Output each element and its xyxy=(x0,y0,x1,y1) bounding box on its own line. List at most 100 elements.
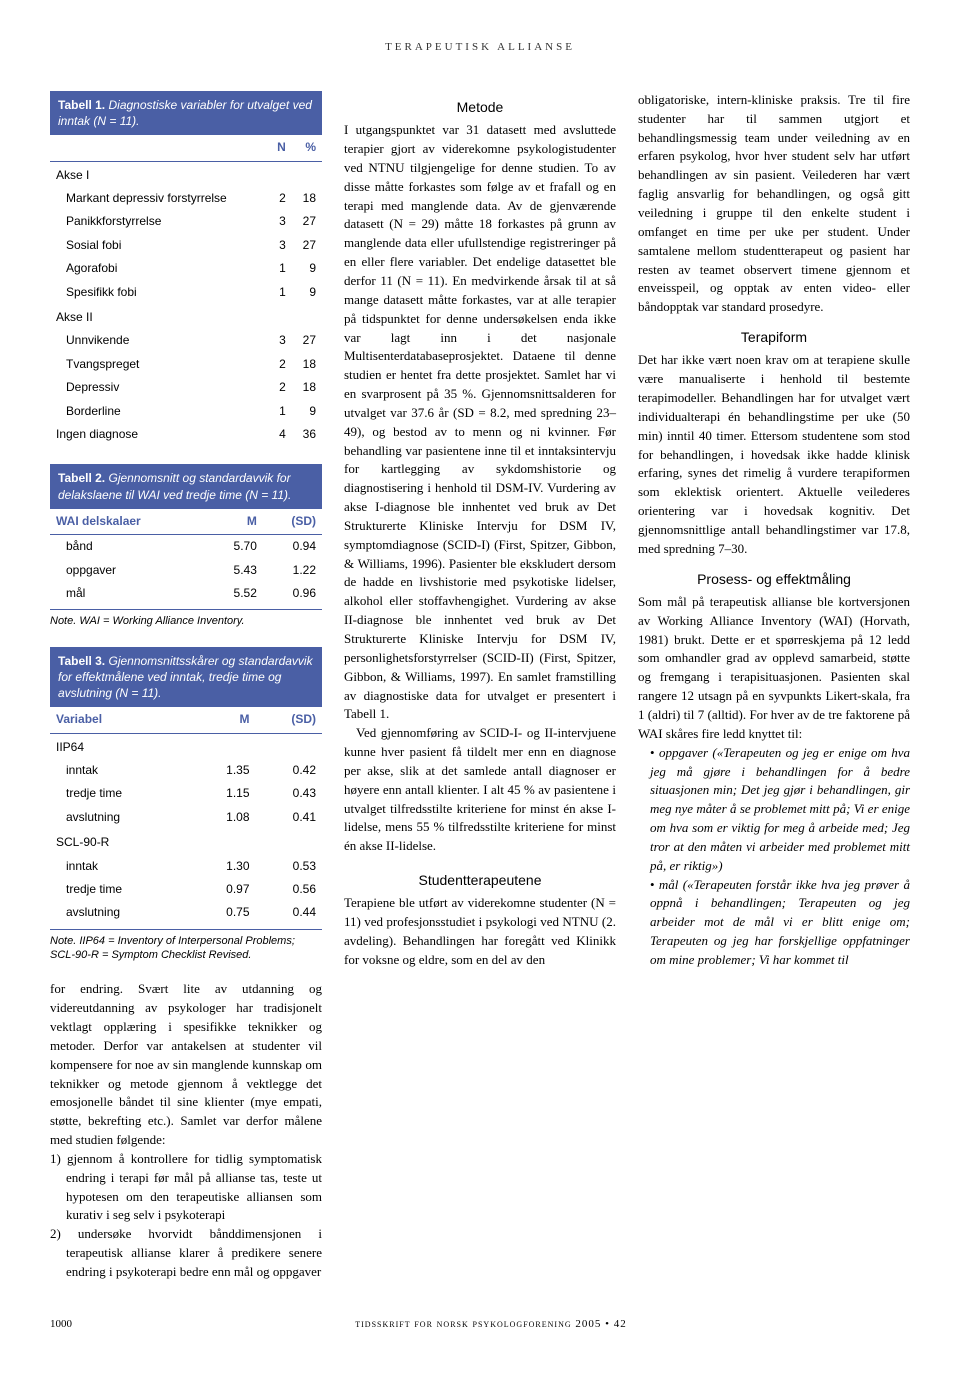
t1r2p: 27 xyxy=(292,210,322,233)
col1-body: for endring. Svært lite av utdanning og … xyxy=(50,980,322,1282)
col1-li1: 1) gjennom å kontrollere for tidlig symp… xyxy=(50,1150,322,1225)
t1r9p: 18 xyxy=(292,376,322,399)
t3r1s: 0.42 xyxy=(256,759,322,782)
t3c2: (SD) xyxy=(256,707,322,733)
t2c0: WAI delskalaer xyxy=(50,509,206,535)
col1-li2: 2) undersøke hvorvidt bånddimensjonen i … xyxy=(50,1225,322,1282)
t1r11n: 4 xyxy=(267,423,292,446)
t2r1m: 5.43 xyxy=(206,559,263,582)
t3r3m: 1.08 xyxy=(191,806,255,829)
t1r11p: 36 xyxy=(292,423,322,446)
col1-p1: for endring. Svært lite av utdanning og … xyxy=(50,980,322,1150)
t1r5l: Spesifikk fobi xyxy=(50,281,267,304)
t1r8n: 2 xyxy=(267,353,292,376)
table-2-title: Tabell 2. Gjennomsnitt og standardavvik … xyxy=(50,464,322,508)
t3r5l: inntak xyxy=(50,855,191,878)
col2-p1: I utgangspunktet var 31 datasett med avs… xyxy=(344,121,616,724)
table-2-note: Note. WAI = Working Alliance Inventory. xyxy=(50,609,322,628)
t2c1: M xyxy=(206,509,263,535)
t3r2s: 0.43 xyxy=(256,782,322,805)
col3-h2: Prosess- og effektmåling xyxy=(638,569,910,589)
col3-h1: Terapiform xyxy=(638,327,910,347)
col2-h1: Metode xyxy=(344,97,616,117)
t1r3l: Sosial fobi xyxy=(50,234,267,257)
t3r6l: tredje time xyxy=(50,878,191,901)
t3r5s: 0.53 xyxy=(256,855,322,878)
t3c1: M xyxy=(191,707,255,733)
t3r0: IIP64 xyxy=(50,733,191,759)
t1-c2: % xyxy=(292,135,322,161)
t2r2l: mål xyxy=(50,582,206,605)
t1r9n: 2 xyxy=(267,376,292,399)
t1r7n: 3 xyxy=(267,329,292,352)
t1r2n: 3 xyxy=(267,210,292,233)
t3r4: SCL-90-R xyxy=(50,829,191,854)
t1r3n: 3 xyxy=(267,234,292,257)
column-3: obligatoriske, intern-kliniske praksis. … xyxy=(638,91,910,1282)
t2c2: (SD) xyxy=(263,509,322,535)
t1r0: Akse I xyxy=(50,161,267,187)
t2r1s: 1.22 xyxy=(263,559,322,582)
t3r3l: avslutning xyxy=(50,806,191,829)
t1-c1: N xyxy=(267,135,292,161)
table-3: Tabell 3. Gjennomsnittsskårer og standar… xyxy=(50,647,322,963)
t1r4p: 9 xyxy=(292,257,322,280)
col3-p3: Som mål på terapeutisk allianse ble kort… xyxy=(638,593,910,744)
t3r6m: 0.97 xyxy=(191,878,255,901)
t1r10p: 9 xyxy=(292,400,322,423)
t1r7p: 27 xyxy=(292,329,322,352)
running-head: TERAPEUTISK ALLIANSE xyxy=(50,40,910,56)
t3r1m: 1.35 xyxy=(191,759,255,782)
t3r2m: 1.15 xyxy=(191,782,255,805)
t1r2l: Panikkforstyrrelse xyxy=(50,210,267,233)
t2r0l: bånd xyxy=(50,535,206,559)
t1r6: Akse II xyxy=(50,304,267,329)
t1-c0 xyxy=(50,135,267,161)
col2-p3: Terapiene ble utført av viderekomne stud… xyxy=(344,894,616,969)
t1r8l: Tvangspreget xyxy=(50,353,267,376)
footer-journal: tidsskrift for norsk psykologforening 20… xyxy=(355,1317,627,1333)
col3-p2: Det har ikke vært noen krav om at terapi… xyxy=(638,351,910,558)
col3-b2: • mål («Terapeuten forstår ikke hva jeg … xyxy=(638,876,910,970)
t2r1l: oppgaver xyxy=(50,559,206,582)
page-number: 1000 xyxy=(50,1317,72,1333)
t1r5n: 1 xyxy=(267,281,292,304)
t3r2l: tredje time xyxy=(50,782,191,805)
t1r10l: Borderline xyxy=(50,400,267,423)
t3r7s: 0.44 xyxy=(256,901,322,924)
t2r2m: 5.52 xyxy=(206,582,263,605)
table-2-data: WAI delskalaer M (SD) bånd5.700.94 oppga… xyxy=(50,509,322,606)
t1r7l: Unnvikende xyxy=(50,329,267,352)
table-2-label: Tabell 2. xyxy=(58,471,105,485)
t1r5p: 9 xyxy=(292,281,322,304)
column-2: Metode I utgangspunktet var 31 datasett … xyxy=(344,91,616,1282)
t3c0: Variabel xyxy=(50,707,191,733)
t3r6s: 0.56 xyxy=(256,878,322,901)
t2r0m: 5.70 xyxy=(206,535,263,559)
t3r3s: 0.41 xyxy=(256,806,322,829)
column-1: Tabell 1. Diagnostiske variabler for utv… xyxy=(50,91,322,1282)
t2r0s: 0.94 xyxy=(263,535,322,559)
col2-p2: Ved gjennomføring av SCID-I- og II-inter… xyxy=(344,724,616,856)
t1r4l: Agorafobi xyxy=(50,257,267,280)
table-3-label: Tabell 3. xyxy=(58,654,105,668)
t3r7m: 0.75 xyxy=(191,901,255,924)
t1r4n: 1 xyxy=(267,257,292,280)
t1r1p: 18 xyxy=(292,187,322,210)
t1r3p: 27 xyxy=(292,234,322,257)
col3-p1: obligatoriske, intern-kliniske praksis. … xyxy=(638,91,910,317)
table-3-title: Tabell 3. Gjennomsnittsskårer og standar… xyxy=(50,647,322,708)
t1r11l: Ingen diagnose xyxy=(50,423,267,446)
table-2: Tabell 2. Gjennomsnitt og standardavvik … xyxy=(50,464,322,628)
t1r1n: 2 xyxy=(267,187,292,210)
table-3-note: Note. IIP64 = Inventory of Interpersonal… xyxy=(50,929,322,963)
table-1-label: Tabell 1. xyxy=(58,98,105,112)
t3r5m: 1.30 xyxy=(191,855,255,878)
col2-h2: Studentterapeutene xyxy=(344,870,616,890)
table-1-data: N % Akse I Markant depressiv forstyrrels… xyxy=(50,135,322,446)
table-1-title: Tabell 1. Diagnostiske variabler for utv… xyxy=(50,91,322,135)
table-3-data: Variabel M (SD) IIP64 inntak 1.350.42 tre… xyxy=(50,707,322,925)
col3-b1: • oppgaver («Terapeuten og jeg er enige … xyxy=(638,744,910,876)
t1r10n: 1 xyxy=(267,400,292,423)
footer: 1000 tidsskrift for norsk psykologforeni… xyxy=(50,1317,910,1333)
